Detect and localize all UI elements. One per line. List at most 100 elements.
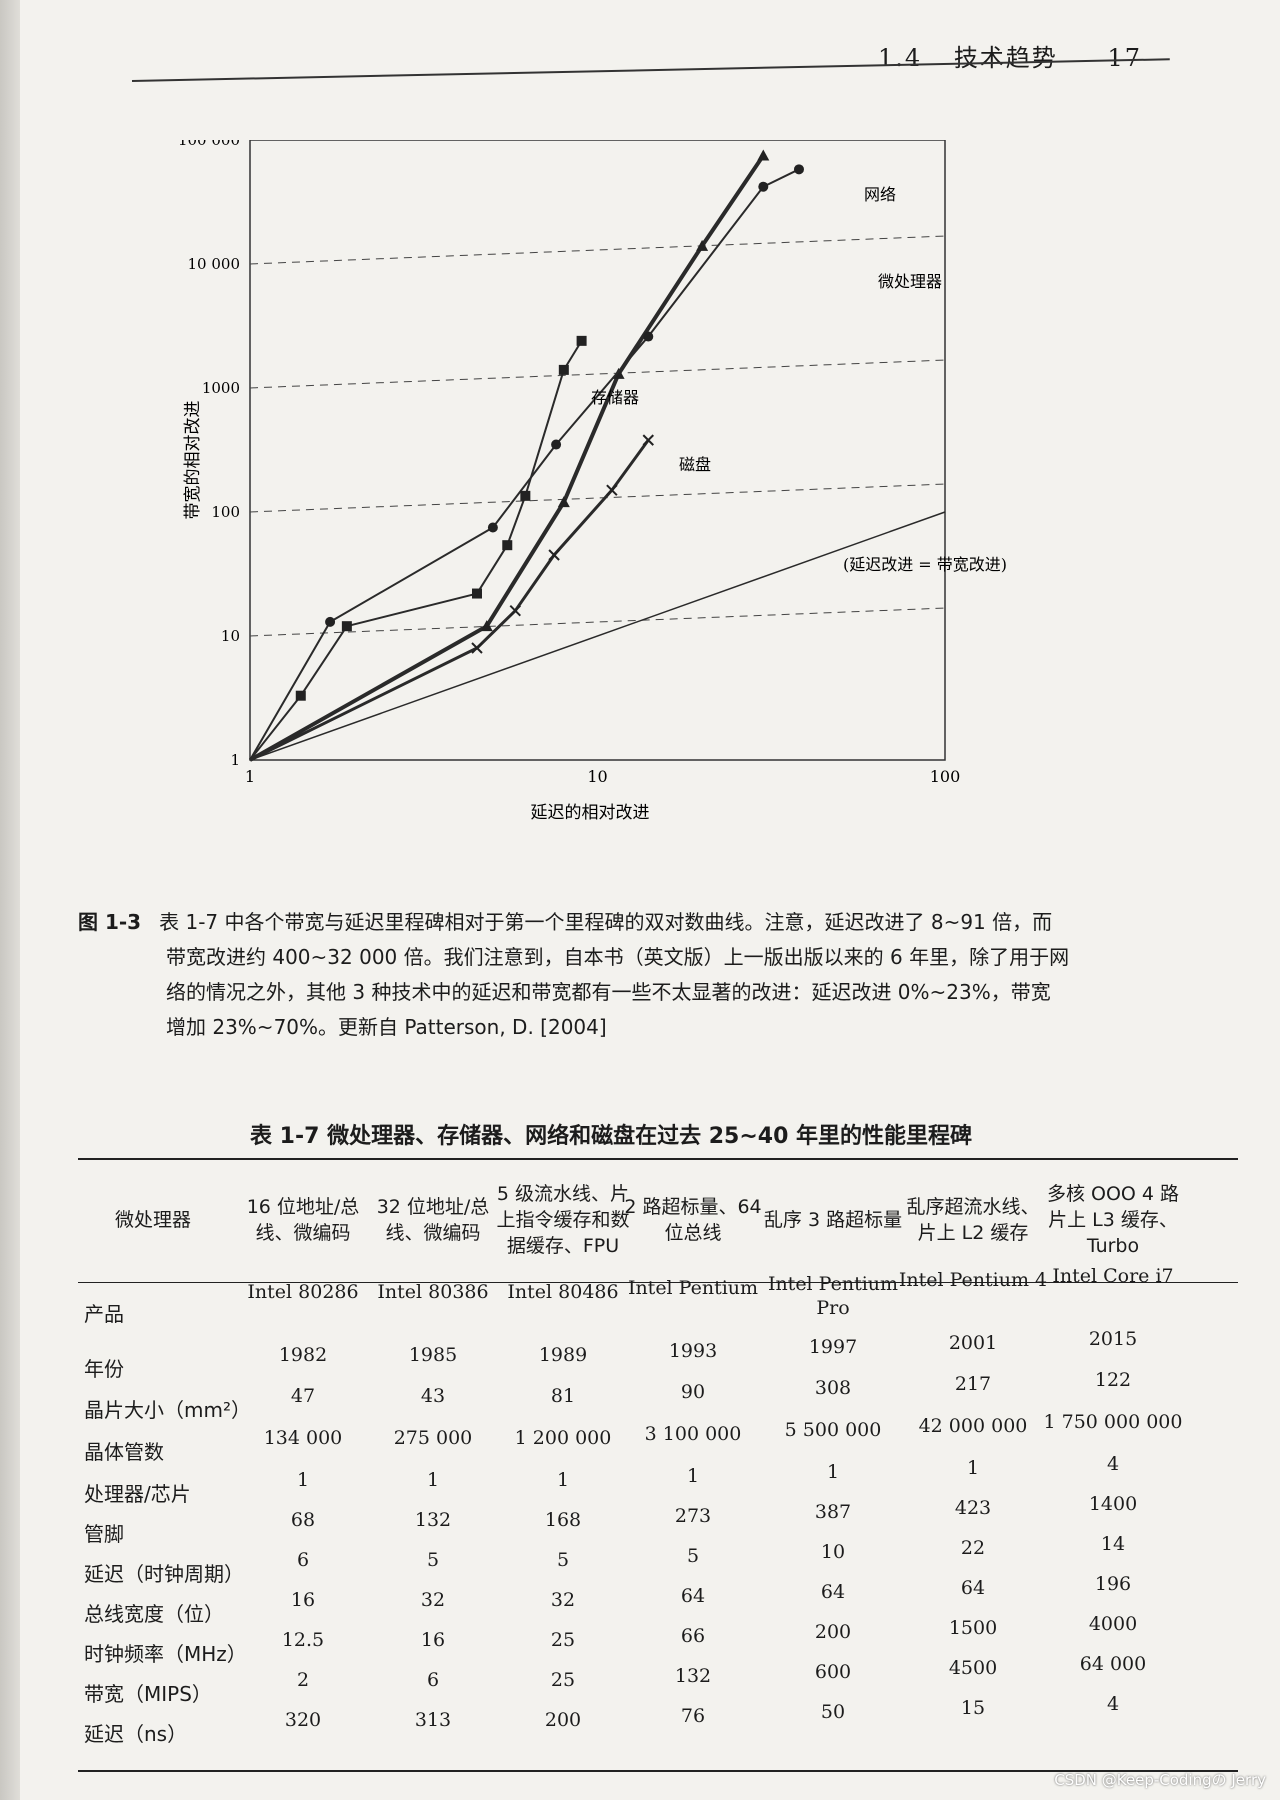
- table-cell: 81: [550, 1385, 576, 1407]
- data-point: [757, 149, 770, 161]
- table-row: 晶体管数 134 000 275 000 1 200 000 3 100 000 5 50…: [78, 1411, 1248, 1466]
- table-cell: 122: [1094, 1369, 1132, 1391]
- table-cell: 1993: [668, 1340, 718, 1362]
- data-point: [696, 239, 709, 251]
- row-label: 延迟（ns）: [84, 1722, 188, 1746]
- x-tick-label: 10: [587, 767, 607, 786]
- table-cell: Intel 80486: [507, 1281, 619, 1303]
- table-cell: Intel Pentium Pro: [767, 1273, 899, 1319]
- data-point: [502, 540, 513, 551]
- data-point: [643, 331, 654, 342]
- caption-line-2: 带宽改进约 400~32 000 倍。我们注意到，自本书（英文版）上一版出版以来…: [166, 945, 1070, 969]
- y-tick-label: 100: [211, 503, 240, 521]
- table-cell: 313: [414, 1709, 452, 1731]
- series-line: [249, 439, 650, 762]
- table-cell: 3 100 000: [644, 1423, 742, 1445]
- table-cell: 16: [420, 1629, 446, 1651]
- data-point: [471, 588, 482, 599]
- table-cell: 132: [674, 1665, 712, 1687]
- table-cell: 25: [550, 1669, 576, 1691]
- gridline: [249, 607, 946, 637]
- row-label: 带宽（MIPS）: [84, 1682, 212, 1706]
- data-point: [557, 496, 570, 508]
- table-cell: 423: [954, 1497, 992, 1519]
- table-cell: 1989: [538, 1344, 588, 1366]
- table-header-row: 微处理器 16 位地址/总线、微编码 32 位地址/总线、微编码 5 级流水线、片上…: [78, 1160, 1248, 1280]
- series-line: [249, 168, 800, 761]
- row-label: 晶体管数: [84, 1440, 164, 1464]
- series-label: 微处理器: [878, 272, 942, 291]
- table-cell: 1: [966, 1457, 980, 1479]
- table-cell: 273: [674, 1505, 712, 1527]
- table-cell: 1985: [408, 1344, 458, 1366]
- table-row: 处理器/芯片 1 1 1 1 1 1 4: [78, 1453, 1248, 1508]
- data-point: [509, 604, 521, 617]
- caption-line-4: 增加 23%~70%。更新自 Patterson, D. [2004]: [166, 1015, 607, 1039]
- table-cell: 200: [814, 1621, 852, 1643]
- gridline: [249, 359, 946, 389]
- page-number: 17: [1107, 44, 1142, 72]
- table-cell: 32: [420, 1589, 446, 1611]
- data-point: [548, 549, 560, 561]
- table-row: 总线宽度（位） 16 32 32 64 64 64 196: [78, 1573, 1248, 1628]
- x-tick-label: 100: [930, 767, 961, 786]
- table-row: 延迟（时钟周期） 6 5 5 5 10 22 14: [78, 1533, 1248, 1588]
- loglog-chart-svg: 1 10 100 1000 10 000 100 000 1 10 100 延迟的相对改进 带宽的相…: [178, 131, 1007, 823]
- table-cell: 5: [426, 1549, 440, 1571]
- row-label: 总线宽度（位）: [84, 1602, 224, 1626]
- table-cell: 275 000: [393, 1427, 473, 1449]
- y-tick-label: 10 000: [188, 255, 241, 273]
- table-cell: 2: [296, 1669, 310, 1691]
- table-cell: Intel Core i7: [1052, 1265, 1174, 1287]
- table-cell: 66: [680, 1625, 706, 1647]
- row-label: 延迟（时钟周期）: [84, 1562, 244, 1586]
- data-point: [793, 164, 804, 175]
- table-cell: 134 000: [263, 1427, 343, 1449]
- column-header: 多核 OOO 4 路片上 L3 缓存、Turbo: [1046, 1183, 1180, 1257]
- table-cell: 196: [1094, 1573, 1132, 1595]
- running-head-title: 技术趋势: [953, 44, 1058, 72]
- column-header: 5 级流水线、片上指令缓存和数据缓存、FPU: [496, 1183, 630, 1257]
- table-row: 年份 1982 1985 1989 1993 1997 2001 2015: [78, 1328, 1248, 1383]
- data-point: [487, 522, 498, 533]
- table-cell: 5 500 000: [784, 1419, 882, 1441]
- figure-number: 图 1-3: [78, 910, 142, 934]
- table-cell: 43: [420, 1385, 446, 1407]
- series-line: [249, 511, 946, 761]
- table-cell: 1: [686, 1465, 700, 1487]
- data-point: [642, 434, 654, 446]
- gridline: [249, 483, 946, 513]
- caption-line-1: 表 1-7 中各个带宽与延迟里程碑相对于第一个里程碑的双对数曲线。注意，延迟改进…: [159, 910, 1053, 934]
- table-cell: 16: [290, 1589, 316, 1611]
- figure-caption: 图 1-3 表 1-7 中各个带宽与延迟里程碑相对于第一个里程碑的双对数曲线。注意…: [78, 905, 1228, 1045]
- table-cell: 42 000 000: [918, 1415, 1028, 1437]
- table-cell: 64: [960, 1577, 986, 1599]
- table-cell: 132: [414, 1509, 452, 1531]
- table-cell: 90: [680, 1381, 706, 1403]
- table-cell: 76: [680, 1705, 706, 1727]
- table-cell: 2015: [1088, 1328, 1138, 1350]
- row-label: 时钟频率（MHz）: [84, 1642, 247, 1666]
- table-cell: 47: [290, 1385, 316, 1407]
- table-cell: Intel 80286: [247, 1281, 359, 1303]
- table-cell: 32: [550, 1589, 576, 1611]
- y-axis-label: 带宽的相对改进: [183, 401, 203, 520]
- series-label: 网络: [864, 185, 896, 204]
- table-cell: 1: [826, 1461, 840, 1483]
- x-tick-label: 1: [245, 767, 255, 786]
- table-cell: 600: [814, 1661, 852, 1683]
- column-header: 2 路超标量、64 位总线: [624, 1196, 762, 1244]
- row-label: 晶片大小（mm²）: [84, 1398, 251, 1422]
- row-label: 管脚: [84, 1522, 124, 1546]
- table-cell: 217: [954, 1373, 992, 1395]
- table-top-rule: [78, 1158, 1238, 1160]
- gridline: [249, 235, 946, 265]
- table-cell: 4: [1106, 1693, 1120, 1715]
- table-cell: 2001: [948, 1332, 998, 1354]
- table-cell: 5: [556, 1549, 570, 1571]
- table-cell: Intel Pentium: [627, 1277, 759, 1299]
- table-cell: 168: [544, 1509, 582, 1531]
- table-row: 管脚 68 132 168 273 387 423 1400: [78, 1493, 1248, 1548]
- y-tick-label: 1: [230, 751, 240, 769]
- table-cell: 387: [814, 1501, 852, 1523]
